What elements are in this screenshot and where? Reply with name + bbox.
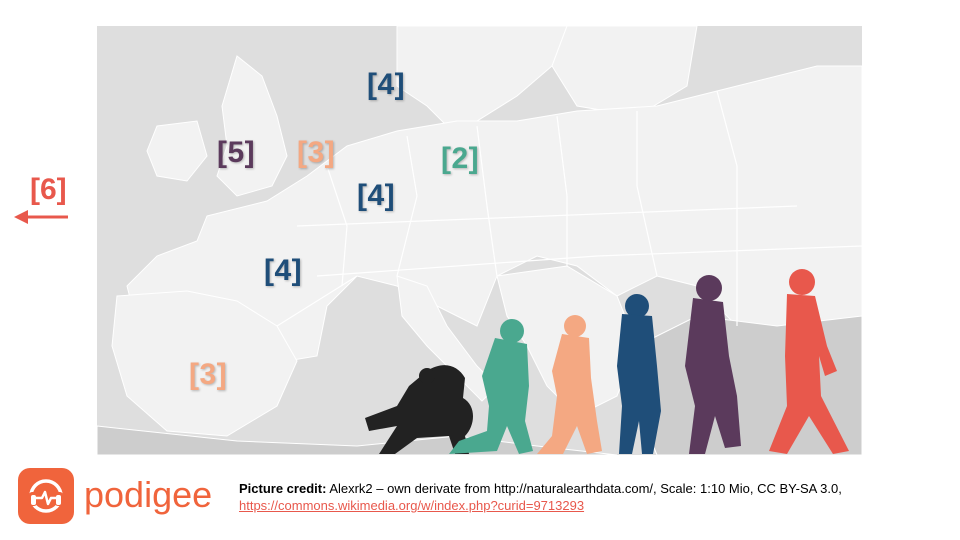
homo-erectus-silhouette <box>617 294 661 454</box>
podigee-logo-icon <box>18 468 74 524</box>
label-spain: [3] <box>189 358 228 391</box>
label-france: [4] <box>264 254 303 287</box>
early-hominid-silhouette <box>449 319 533 454</box>
label-germany: [4] <box>357 179 396 212</box>
brand-name: podigee <box>84 474 213 515</box>
label-benelux: [3] <box>297 136 336 169</box>
australopith-silhouette <box>537 315 602 454</box>
europe-map: [4] [5] [3] [2] [4] [4] [3] <box>97 26 862 455</box>
modern-human-silhouette <box>769 269 849 454</box>
evolution-figures <box>365 269 849 454</box>
label-poland: [2] <box>441 142 480 175</box>
credit-text: Alexrk2 – own derivate from http://natur… <box>326 481 842 496</box>
offmap-label: [6] <box>30 173 67 206</box>
label-denmark: [4] <box>367 68 406 101</box>
label-britain: [5] <box>217 136 256 169</box>
picture-credit: Picture credit: Alexrk2 – own derivate f… <box>239 480 879 514</box>
arrow-left-icon <box>14 209 70 230</box>
neanderthal-silhouette <box>685 275 741 454</box>
credit-heading: Picture credit: <box>239 481 327 496</box>
credit-link[interactable]: https://commons.wikimedia.org/w/index.ph… <box>239 498 585 513</box>
chimpanzee-silhouette <box>365 365 473 454</box>
